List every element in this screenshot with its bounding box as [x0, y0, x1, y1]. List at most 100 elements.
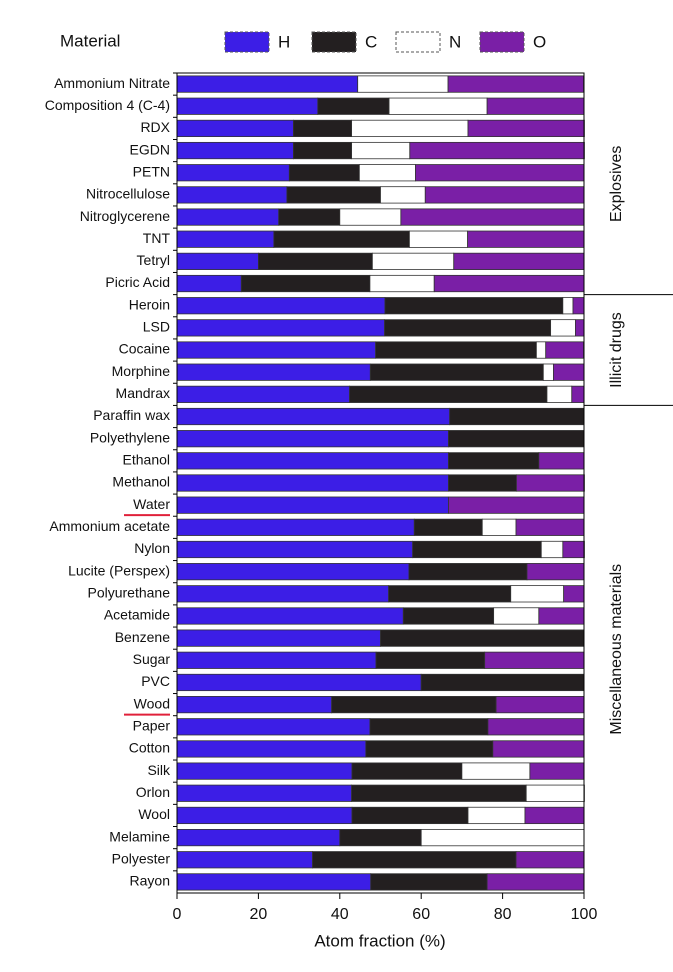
y-tick-label: Composition 4 (C-4)	[45, 97, 170, 113]
bar-segment	[486, 873, 585, 891]
bar-segment	[516, 474, 585, 492]
legend-label: C	[365, 32, 377, 51]
y-tick-label: PVC	[141, 673, 170, 689]
bar-segment	[402, 607, 495, 625]
group-label: Illicit drugs	[608, 312, 625, 388]
bar-segment	[176, 696, 333, 714]
y-tick-label: Lucite (Perspex)	[68, 562, 170, 578]
y-tick-label: Wood	[134, 695, 170, 711]
bar-segment	[176, 762, 353, 780]
y-tick-label: Ethanol	[123, 452, 170, 468]
y-tick-label: Picric Acid	[105, 274, 170, 290]
bar-segment	[550, 319, 576, 337]
bar-segment	[448, 474, 517, 492]
bar-segment	[349, 385, 548, 403]
y-tick-label: Ammonium acetate	[49, 518, 170, 534]
bar-segment	[370, 873, 488, 891]
group-label: Explosives	[608, 146, 625, 222]
bar-segment	[176, 164, 290, 182]
legend-label: O	[533, 32, 546, 51]
bar-segment	[176, 784, 353, 802]
bar-segment	[415, 164, 585, 182]
bar-segment	[486, 97, 585, 115]
y-tick-label: Cotton	[129, 740, 170, 756]
bar-segment	[433, 274, 585, 293]
bar-segment	[293, 119, 353, 138]
bar-segment	[176, 385, 350, 403]
bar-segment	[176, 607, 404, 625]
bar-segment	[176, 651, 377, 669]
bar-segment	[176, 363, 371, 381]
bar-segment	[484, 651, 585, 669]
y-tick-label: TNT	[143, 230, 171, 246]
y-tick-label: Nitroglycerene	[80, 208, 170, 224]
bar-segment	[176, 341, 377, 359]
x-tick-label: 20	[250, 906, 268, 923]
group-label: Miscellaneous materials	[608, 564, 625, 735]
plot-frame	[176, 72, 585, 894]
bar-segment	[388, 585, 512, 603]
bar-segment	[176, 97, 319, 115]
bar-segment	[420, 673, 585, 692]
legend-swatch	[224, 31, 270, 53]
bar-segment	[351, 141, 411, 160]
bar-segment	[408, 230, 468, 248]
bar-segment	[351, 119, 469, 138]
bar-segment	[369, 363, 544, 381]
bar-segment	[553, 363, 585, 381]
y-tick-label: LSD	[143, 319, 170, 335]
bar-segment	[467, 119, 585, 138]
y-tick-label: Rayon	[130, 873, 170, 889]
y-tick-label: Polyester	[112, 850, 171, 866]
bar-segment	[176, 141, 294, 160]
x-tick-label: 100	[571, 906, 598, 923]
bar-segment	[240, 274, 371, 293]
bar-segment	[176, 319, 385, 337]
bar-segment	[293, 141, 353, 160]
y-tick-label: Tetryl	[137, 252, 170, 268]
y-tick-label: Nitrocellulose	[86, 186, 170, 202]
bar-segment	[380, 186, 426, 204]
bar-segment	[176, 629, 381, 647]
bar-segment	[369, 274, 435, 293]
bar-segment	[562, 297, 574, 315]
bar-segment	[339, 828, 422, 847]
bar-segment	[540, 540, 564, 559]
y-tick-label: Morphine	[112, 363, 171, 379]
legend-swatch	[311, 31, 357, 53]
legend-label: H	[278, 32, 290, 51]
bar-segment	[529, 762, 585, 780]
bar-segment	[447, 75, 584, 93]
bar-segment	[369, 718, 489, 736]
bar-segment	[331, 696, 497, 714]
bar-segment	[371, 252, 455, 270]
bar-segment	[176, 297, 386, 315]
bar-segment	[176, 208, 280, 226]
bar-segment	[176, 474, 449, 492]
bar-segment	[176, 452, 449, 470]
bar-segment	[176, 563, 410, 581]
bar-segment	[546, 385, 573, 403]
bar-segment	[495, 696, 585, 714]
bar-segment	[286, 186, 381, 204]
bar-segment	[358, 164, 416, 182]
y-tick-label: Melamine	[109, 828, 170, 844]
y-tick-label: Water	[133, 496, 170, 512]
bar-segment	[562, 540, 585, 559]
bar-segment	[412, 540, 542, 559]
legend-label: N	[449, 32, 461, 51]
y-tick-label: Orlon	[136, 784, 170, 800]
bar-segment	[176, 430, 449, 448]
bar-segment	[339, 208, 402, 226]
bar-segment	[351, 784, 527, 802]
x-tick-label: 80	[494, 906, 512, 923]
bar-segment	[510, 585, 565, 603]
bar-segment	[375, 651, 486, 669]
bar-segment	[176, 274, 242, 293]
y-tick-label: Paper	[133, 717, 171, 733]
bar-segment	[176, 585, 390, 603]
bar-segment	[448, 452, 540, 470]
bar-segment	[461, 762, 531, 780]
x-tick-label: 60	[412, 906, 430, 923]
